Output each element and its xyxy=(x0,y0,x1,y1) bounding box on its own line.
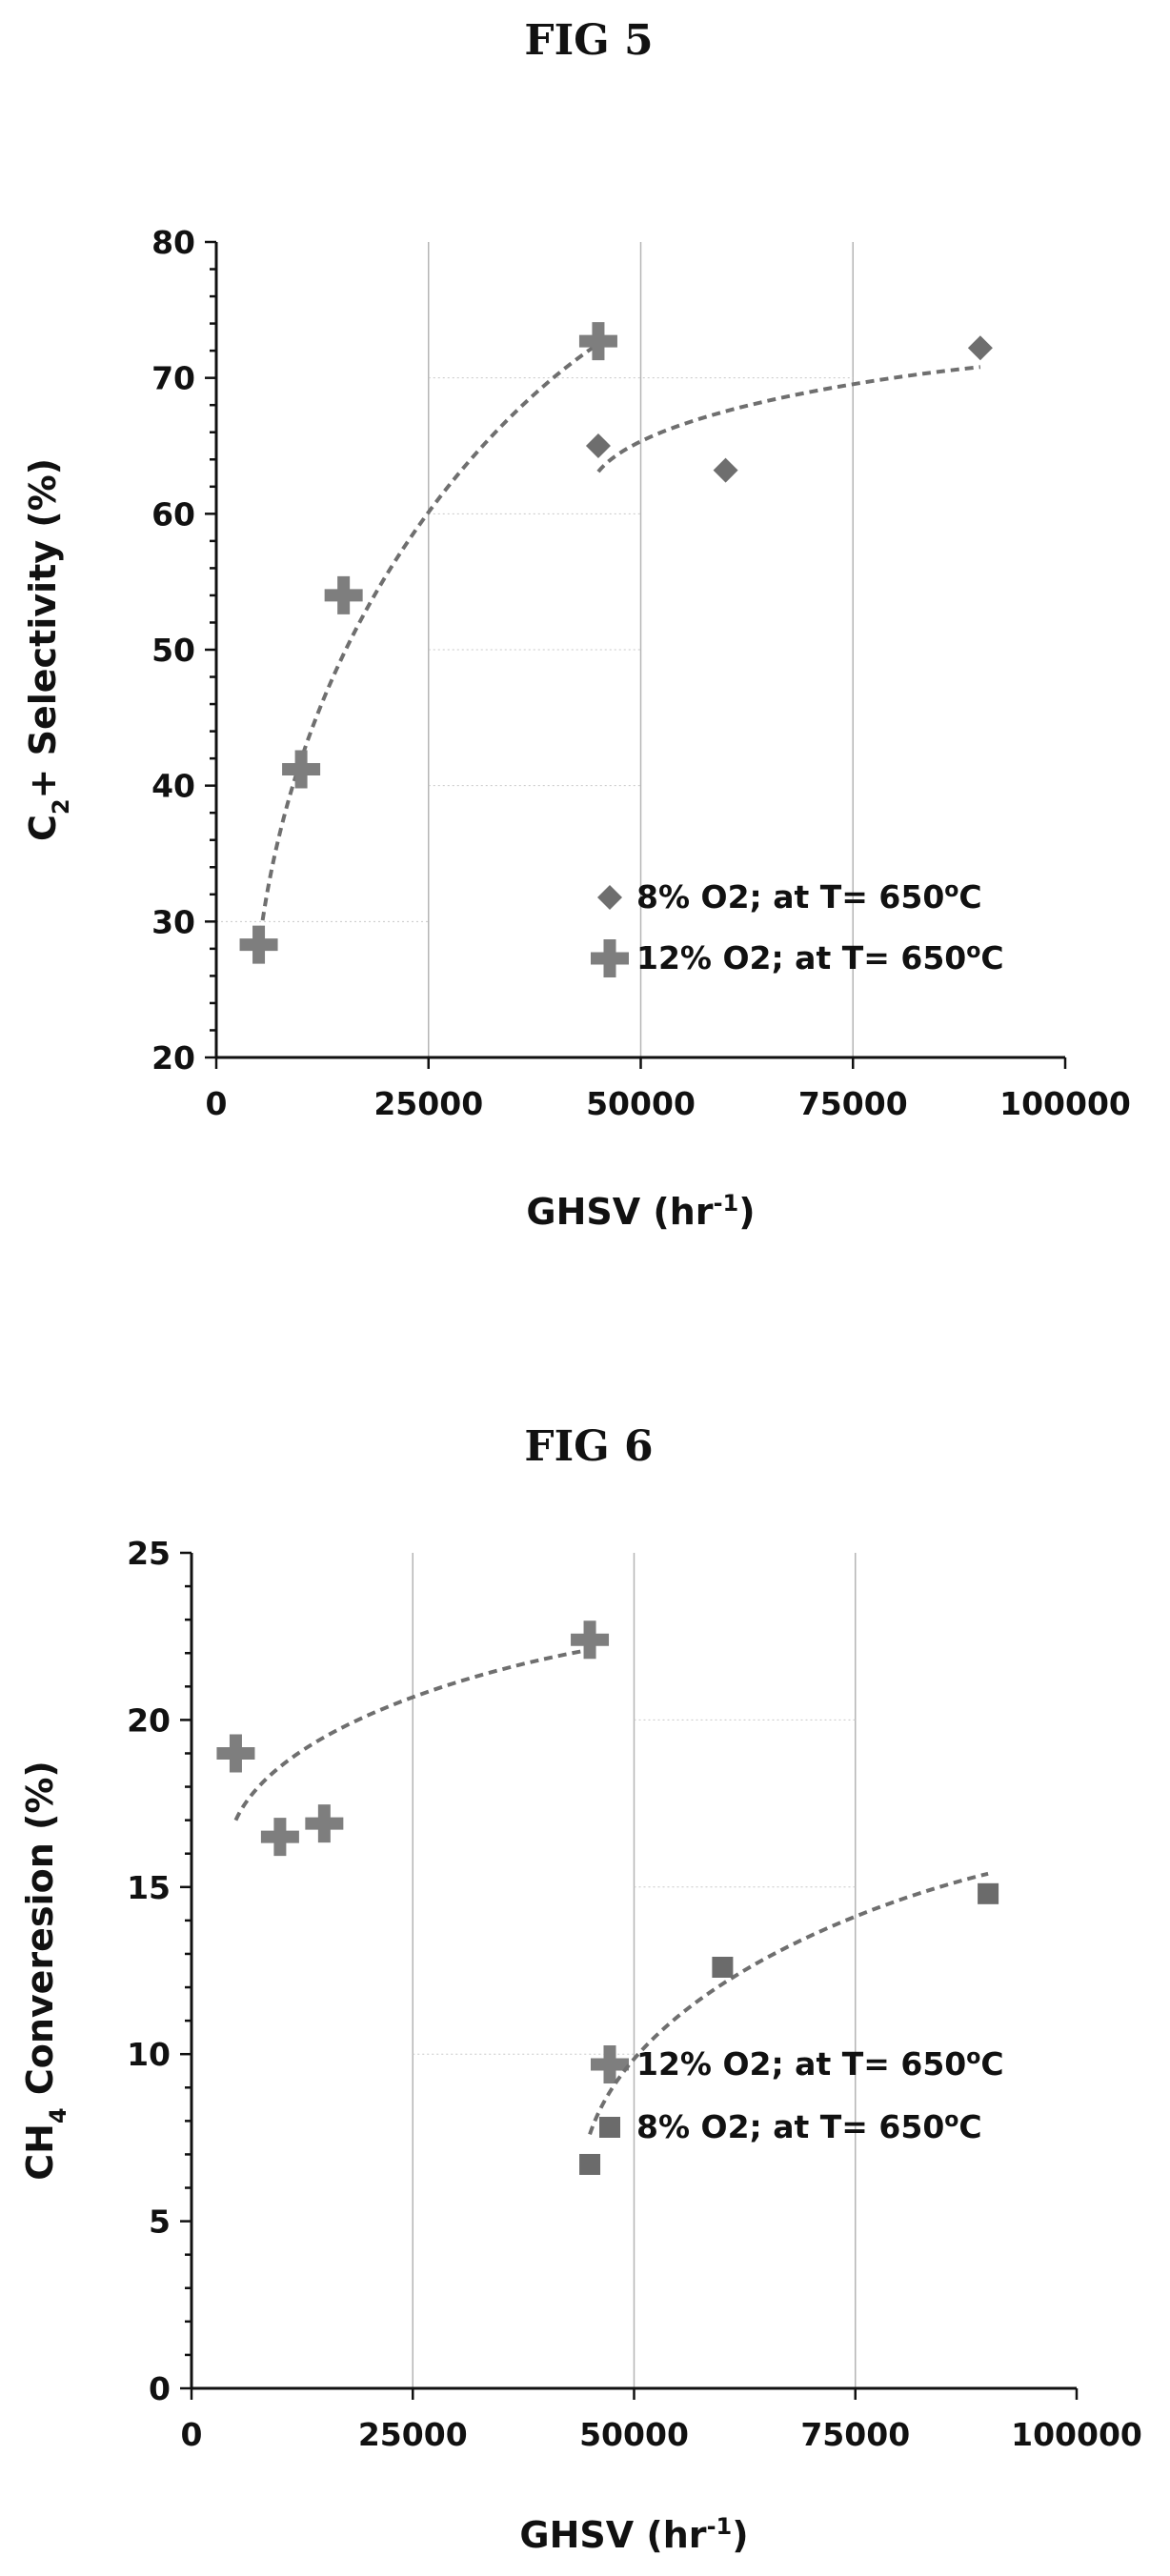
legend-marker-square xyxy=(599,2117,620,2138)
legend-label-end: C xyxy=(958,2108,981,2145)
y-tick-label: 20 xyxy=(151,1039,195,1077)
x-tick-label: 100000 xyxy=(999,1085,1131,1122)
legend-label: 12% O2; at T= 650oC xyxy=(636,939,1004,977)
fig5-selectivity-chart: 20 30 40 50 60 70 80 0 25000 50000 75000 100000 GHSV… xyxy=(22,224,1131,1233)
legend-label-end: C xyxy=(980,2045,1003,2083)
x-tick-label: 75000 xyxy=(798,1085,908,1122)
data-point-diamond xyxy=(967,335,993,361)
x-axis-title: GHSV (hr-1) xyxy=(526,1190,755,1233)
legend-marker-plus xyxy=(591,2045,629,2083)
legend-label-sup: o xyxy=(944,878,958,902)
fig5-title: FIG 5 xyxy=(524,16,653,65)
y-axis-title: C2+ Selectivity (%) xyxy=(22,458,74,841)
trendline-diamond xyxy=(596,365,981,473)
x-tick-label: 75000 xyxy=(800,2416,910,2453)
legend-label-main: 12% O2; at T= 650 xyxy=(636,939,966,976)
legend-label: 8% O2; at T= 650oC xyxy=(636,2108,982,2146)
fig6-conversion-chart: 0 5 10 15 20 25 0 25000 50000 75000 100000 GHSV (hr… xyxy=(19,1535,1142,2556)
x-axis-title-main: GHSV (hr xyxy=(526,1191,713,1233)
y-tick-label: 40 xyxy=(151,768,195,805)
series-diamond xyxy=(585,335,993,483)
legend-label-main: 12% O2; at T= 650 xyxy=(636,2045,966,2083)
y-axis-title-sub: 2 xyxy=(48,798,74,815)
y-tick-label: 15 xyxy=(127,1869,171,1906)
y-axis-title-pre: CH xyxy=(19,2123,61,2181)
y-tick-label: 25 xyxy=(127,1535,171,1572)
x-tick-label: 0 xyxy=(181,2416,203,2453)
series-square xyxy=(579,1871,999,2175)
legend-label: 12% O2; at T= 650oC xyxy=(636,2045,1004,2083)
x-axis-title-end: ) xyxy=(738,1191,755,1233)
x-axis-title-sup: -1 xyxy=(707,2513,733,2540)
legend-marker-plus xyxy=(591,939,629,977)
x-tick-label: 100000 xyxy=(1011,2416,1142,2453)
y-axis-title: CH4 Converesion (%) xyxy=(19,1761,71,2181)
data-point-plus xyxy=(324,575,363,614)
x-tick-label: 50000 xyxy=(579,2416,689,2453)
y-axis-title-sub: 4 xyxy=(45,2107,71,2123)
legend-label-sup: o xyxy=(966,939,980,963)
legend-label: 8% O2; at T= 650oC xyxy=(636,878,982,916)
legend-label-main: 8% O2; at T= 650 xyxy=(636,878,944,916)
x-tick-label: 50000 xyxy=(586,1085,696,1122)
data-point-square xyxy=(978,1882,999,1904)
x-axis-title-main: GHSV (hr xyxy=(519,2514,706,2556)
trendline-plus xyxy=(256,342,600,950)
x-axis-title-sup: -1 xyxy=(714,1190,739,1217)
y-tick-label: 20 xyxy=(127,1701,171,1739)
data-point-plus xyxy=(578,322,617,361)
y-axis-title-post: Converesion (%) xyxy=(19,1761,61,2107)
x-tick-label: 0 xyxy=(206,1085,228,1122)
y-tick-label: 10 xyxy=(127,2036,171,2073)
x-tick-label: 25000 xyxy=(358,2416,468,2453)
y-tick-label: 5 xyxy=(149,2204,171,2241)
x-axis-title-end: ) xyxy=(732,2514,748,2556)
series-plus xyxy=(216,1620,610,1857)
data-point-square xyxy=(712,1956,734,1978)
data-point-plus xyxy=(260,1818,299,1857)
data-point-square xyxy=(579,2153,601,2175)
trendline-plus xyxy=(233,1647,591,1821)
fig6-title: FIG 6 xyxy=(524,1422,653,1471)
y-axis-title-pre: C xyxy=(22,815,64,841)
legend-label-end: C xyxy=(980,939,1003,976)
series-plus xyxy=(239,322,617,964)
legend-label-main: 8% O2; at T= 650 xyxy=(636,2108,944,2145)
trendline-square xyxy=(588,1871,989,2136)
data-point-plus xyxy=(305,1804,344,1843)
y-tick-label: 60 xyxy=(151,495,195,533)
y-tick-label: 30 xyxy=(151,903,195,940)
data-point-plus xyxy=(571,1620,610,1660)
legend-label-end: C xyxy=(958,878,981,916)
y-tick-label: 70 xyxy=(151,360,195,397)
y-tick-label: 0 xyxy=(149,2370,171,2407)
legend-marker-diamond xyxy=(597,885,622,910)
data-point-diamond xyxy=(585,433,611,458)
legend-label-sup: o xyxy=(944,2108,958,2132)
data-point-plus xyxy=(239,925,278,964)
y-tick-label: 50 xyxy=(151,632,195,669)
x-axis-title: GHSV (hr-1) xyxy=(519,2513,748,2556)
data-point-plus xyxy=(282,750,321,789)
y-axis-title-post: + Selectivity (%) xyxy=(22,458,64,799)
data-point-plus xyxy=(216,1734,255,1773)
legend-label-sup: o xyxy=(966,2045,980,2069)
x-tick-label: 25000 xyxy=(373,1085,483,1122)
data-point-diamond xyxy=(713,457,738,483)
y-tick-label: 80 xyxy=(151,224,195,261)
